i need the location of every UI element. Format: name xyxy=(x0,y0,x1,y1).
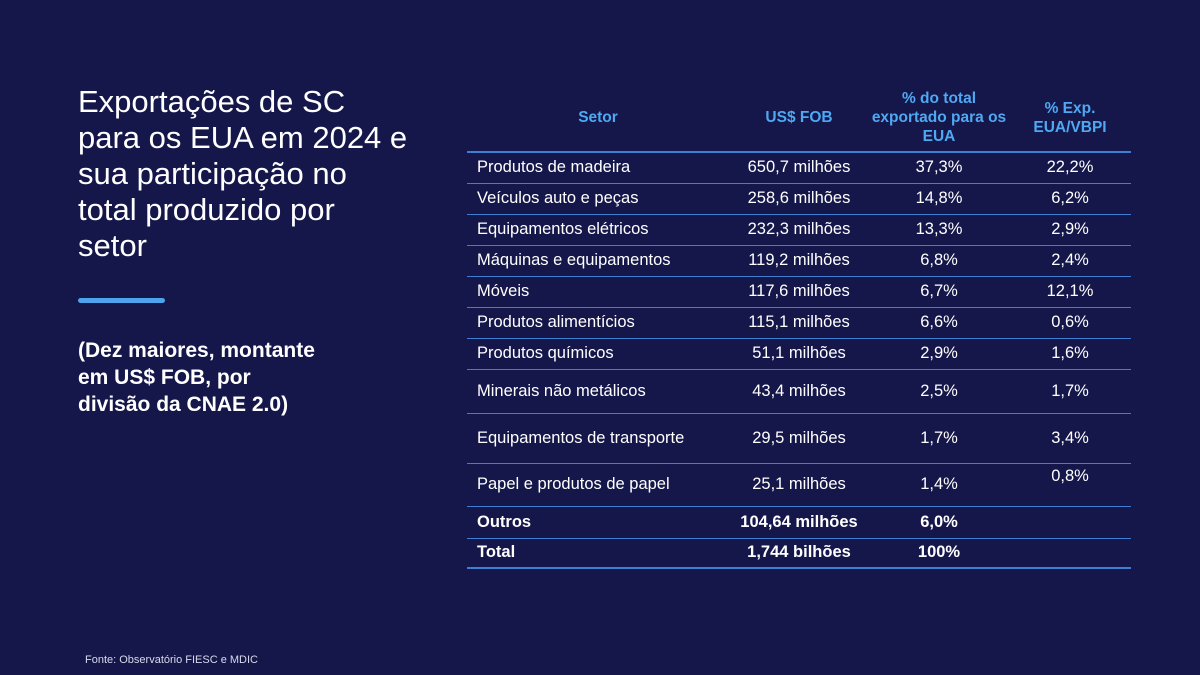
table-row-outros: Outros 104,64 milhões 6,0% xyxy=(467,506,1131,539)
cell-usd-fob: 51,1 milhões xyxy=(729,338,869,370)
table-row-total: Total 1,744 bilhões 100% xyxy=(467,538,1131,569)
cell-pct-total: 37,3% xyxy=(869,152,1009,184)
accent-divider xyxy=(78,298,165,303)
table-row: Equipamentos de transporte 29,5 milhões … xyxy=(467,413,1131,464)
cell-pct-total: 1,4% xyxy=(869,463,1009,507)
cell-pct-vbpi: 0,6% xyxy=(1009,307,1131,339)
table-row: Papel e produtos de papel 25,1 milhões 1… xyxy=(467,463,1131,507)
cell-pct-total: 6,0% xyxy=(869,506,1009,539)
cell-pct-total: 13,3% xyxy=(869,214,1009,246)
cell-usd-fob: 43,4 milhões xyxy=(729,369,869,414)
table-row: Móveis 117,6 milhões 6,7% 12,1% xyxy=(467,276,1131,308)
subtitle: (Dez maiores, montante em US$ FOB, por d… xyxy=(78,339,315,416)
source-note: Fonte: Observatório FIESC e MDIC xyxy=(85,654,258,666)
cell-setor: Máquinas e equipamentos xyxy=(467,245,729,277)
header-usd-fob: US$ FOB xyxy=(729,84,869,153)
table-row: Minerais não metálicos 43,4 milhões 2,5%… xyxy=(467,369,1131,414)
cell-pct-vbpi: 3,4% xyxy=(1009,413,1131,464)
cell-setor: Minerais não metálicos xyxy=(467,369,729,414)
header-pct-vbpi: % Exp. EUA/VBPI xyxy=(1009,84,1131,153)
cell-pct-total: 6,8% xyxy=(869,245,1009,277)
cell-pct-vbpi xyxy=(1009,538,1131,569)
cell-pct-vbpi: 2,4% xyxy=(1009,245,1131,277)
cell-pct-vbpi: 0,8% xyxy=(1009,463,1131,507)
cell-usd-fob: 119,2 milhões xyxy=(729,245,869,277)
header-setor: Setor xyxy=(467,84,729,153)
table-row: Produtos de madeira 650,7 milhões 37,3% … xyxy=(467,152,1131,184)
cell-setor: Móveis xyxy=(467,276,729,308)
cell-pct-total: 100% xyxy=(869,538,1009,569)
table-row: Produtos alimentícios 115,1 milhões 6,6%… xyxy=(467,307,1131,339)
cell-usd-fob: 104,64 milhões xyxy=(729,506,869,539)
cell-pct-total: 2,9% xyxy=(869,338,1009,370)
cell-setor: Equipamentos elétricos xyxy=(467,214,729,246)
cell-setor: Total xyxy=(467,538,729,569)
table-row: Veículos auto e peças 258,6 milhões 14,8… xyxy=(467,183,1131,215)
cell-setor: Papel e produtos de papel xyxy=(467,463,729,507)
cell-usd-fob: 117,6 milhões xyxy=(729,276,869,308)
cell-usd-fob: 25,1 milhões xyxy=(729,463,869,507)
cell-pct-vbpi: 2,9% xyxy=(1009,214,1131,246)
cell-setor: Produtos de madeira xyxy=(467,152,729,184)
cell-usd-fob: 650,7 milhões xyxy=(729,152,869,184)
table-row: Equipamentos elétricos 232,3 milhões 13,… xyxy=(467,214,1131,246)
cell-setor: Outros xyxy=(467,506,729,539)
cell-setor: Veículos auto e peças xyxy=(467,183,729,215)
cell-setor: Equipamentos de transporte xyxy=(467,413,729,464)
cell-setor: Produtos alimentícios xyxy=(467,307,729,339)
header-pct-total: % do total exportado para os EUA xyxy=(869,84,1009,153)
cell-pct-total: 2,5% xyxy=(869,369,1009,414)
cell-pct-total: 14,8% xyxy=(869,183,1009,215)
exports-table: Setor US$ FOB % do total exportado para … xyxy=(467,84,1131,569)
cell-usd-fob: 258,6 milhões xyxy=(729,183,869,215)
cell-pct-vbpi: 1,6% xyxy=(1009,338,1131,370)
cell-pct-vbpi: 6,2% xyxy=(1009,183,1131,215)
cell-usd-fob: 115,1 milhões xyxy=(729,307,869,339)
cell-pct-vbpi xyxy=(1009,506,1131,539)
cell-pct-total: 6,7% xyxy=(869,276,1009,308)
cell-usd-fob: 1,744 bilhões xyxy=(729,538,869,569)
page-title: Exportações de SC para os EUA em 2024 e … xyxy=(78,84,408,263)
cell-usd-fob: 29,5 milhões xyxy=(729,413,869,464)
table-header-row: Setor US$ FOB % do total exportado para … xyxy=(467,84,1131,153)
cell-pct-vbpi: 22,2% xyxy=(1009,152,1131,184)
cell-pct-total: 1,7% xyxy=(869,413,1009,464)
cell-pct-total: 6,6% xyxy=(869,307,1009,339)
cell-usd-fob: 232,3 milhões xyxy=(729,214,869,246)
table-row: Máquinas e equipamentos 119,2 milhões 6,… xyxy=(467,245,1131,277)
cell-pct-vbpi: 1,7% xyxy=(1009,369,1131,414)
cell-setor: Produtos químicos xyxy=(467,338,729,370)
table-row: Produtos químicos 51,1 milhões 2,9% 1,6% xyxy=(467,338,1131,370)
cell-pct-vbpi: 12,1% xyxy=(1009,276,1131,308)
